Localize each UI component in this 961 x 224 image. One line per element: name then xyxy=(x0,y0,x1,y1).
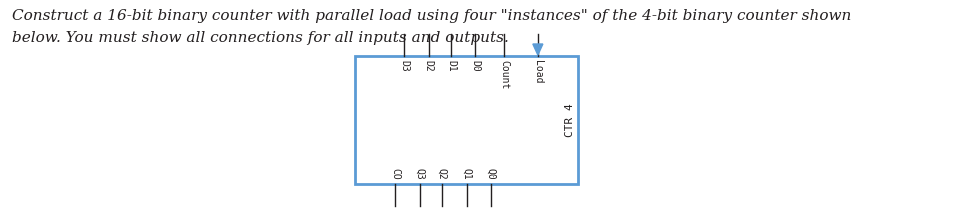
Text: D1: D1 xyxy=(446,60,456,72)
Text: D3: D3 xyxy=(399,60,409,72)
Text: D2: D2 xyxy=(424,60,433,72)
Polygon shape xyxy=(532,44,543,55)
Bar xyxy=(355,56,578,184)
Text: Q0: Q0 xyxy=(486,168,496,180)
Text: below. You must show all connections for all inputs and outputs.: below. You must show all connections for… xyxy=(12,31,509,45)
Text: CO: CO xyxy=(390,168,400,180)
Text: Load: Load xyxy=(532,60,543,84)
Text: D0: D0 xyxy=(471,60,480,72)
Text: Q3: Q3 xyxy=(414,168,425,180)
Text: CTR 4: CTR 4 xyxy=(565,103,575,137)
Text: Q1: Q1 xyxy=(461,168,472,180)
Text: Q2: Q2 xyxy=(437,168,447,180)
Text: Count: Count xyxy=(500,60,509,89)
Text: Construct a 16-bit binary counter with parallel load using four "instances" of t: Construct a 16-bit binary counter with p… xyxy=(12,9,851,23)
